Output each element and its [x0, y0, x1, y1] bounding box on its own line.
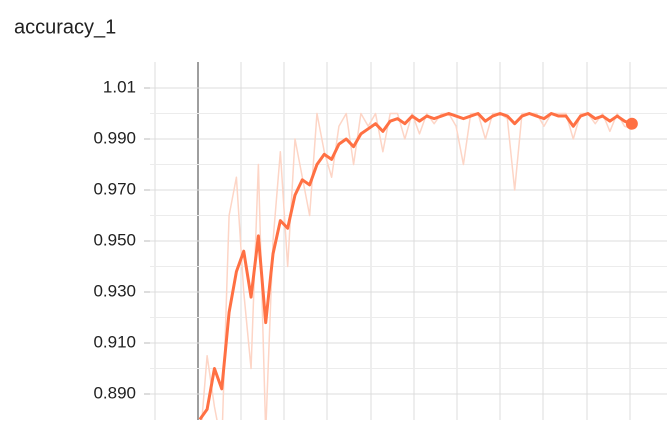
y-tick-label: 0.930: [93, 281, 136, 300]
series-line: [201, 112, 633, 420]
y-tick-label: 0.950: [93, 230, 136, 249]
series-line: [198, 112, 633, 420]
y-tick-label: 0.890: [93, 383, 136, 402]
y-tick-label: 0.990: [93, 128, 136, 147]
y-tick-label: 0.970: [93, 179, 136, 198]
chart-title: accuracy_1: [14, 16, 116, 38]
y-tick-label: 1.01: [103, 77, 136, 96]
y-tick-label: 0.910: [93, 332, 136, 351]
last-point: [625, 117, 638, 130]
plot-area: [198, 112, 638, 420]
